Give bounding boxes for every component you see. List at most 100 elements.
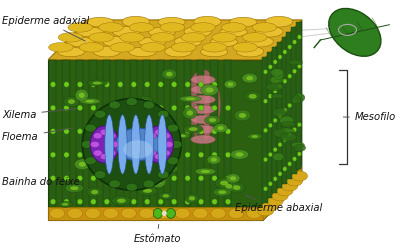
Ellipse shape	[93, 133, 102, 139]
Ellipse shape	[171, 43, 196, 52]
Bar	[224, 60, 231, 206]
Ellipse shape	[268, 123, 273, 127]
Ellipse shape	[50, 105, 55, 111]
Ellipse shape	[266, 83, 283, 91]
Ellipse shape	[77, 152, 82, 158]
Ellipse shape	[74, 159, 90, 170]
Ellipse shape	[273, 153, 284, 161]
Ellipse shape	[279, 116, 293, 125]
Ellipse shape	[246, 76, 253, 80]
Ellipse shape	[162, 134, 169, 137]
Ellipse shape	[193, 208, 208, 219]
Ellipse shape	[171, 105, 177, 111]
Ellipse shape	[148, 150, 157, 156]
Ellipse shape	[191, 115, 215, 124]
Ellipse shape	[268, 65, 273, 69]
Ellipse shape	[95, 171, 106, 179]
Bar	[143, 60, 151, 206]
Ellipse shape	[198, 152, 204, 158]
Ellipse shape	[220, 27, 247, 37]
Ellipse shape	[121, 208, 136, 219]
Ellipse shape	[131, 82, 136, 87]
Ellipse shape	[87, 80, 107, 86]
Ellipse shape	[109, 101, 120, 109]
Ellipse shape	[77, 199, 82, 204]
Ellipse shape	[181, 33, 206, 42]
Ellipse shape	[283, 50, 287, 54]
Ellipse shape	[85, 124, 96, 132]
Ellipse shape	[294, 144, 306, 151]
Ellipse shape	[288, 45, 292, 49]
Ellipse shape	[207, 155, 221, 164]
Ellipse shape	[297, 152, 302, 156]
Ellipse shape	[131, 105, 136, 111]
Ellipse shape	[212, 199, 217, 204]
Ellipse shape	[50, 82, 55, 87]
Ellipse shape	[82, 99, 181, 190]
Ellipse shape	[217, 126, 224, 130]
Ellipse shape	[297, 93, 302, 98]
Ellipse shape	[264, 128, 268, 132]
Ellipse shape	[115, 168, 120, 172]
Ellipse shape	[225, 82, 231, 87]
Ellipse shape	[292, 95, 300, 104]
Ellipse shape	[236, 46, 264, 57]
Ellipse shape	[64, 152, 69, 158]
Ellipse shape	[143, 189, 152, 193]
Ellipse shape	[291, 171, 308, 181]
Ellipse shape	[225, 152, 231, 158]
Ellipse shape	[179, 134, 186, 137]
Ellipse shape	[242, 73, 257, 83]
Ellipse shape	[212, 176, 217, 181]
Ellipse shape	[191, 135, 215, 144]
Ellipse shape	[211, 208, 226, 219]
Ellipse shape	[86, 148, 93, 153]
Ellipse shape	[213, 188, 231, 196]
Ellipse shape	[281, 122, 296, 127]
Ellipse shape	[293, 157, 297, 161]
Ellipse shape	[141, 151, 161, 162]
Text: Floema: Floema	[2, 128, 73, 142]
Ellipse shape	[198, 176, 204, 181]
Ellipse shape	[198, 128, 204, 134]
Ellipse shape	[109, 114, 118, 118]
Ellipse shape	[158, 199, 163, 204]
Ellipse shape	[138, 37, 166, 47]
Ellipse shape	[211, 158, 217, 162]
Ellipse shape	[198, 199, 204, 204]
Ellipse shape	[268, 152, 273, 157]
Ellipse shape	[141, 43, 165, 52]
Ellipse shape	[144, 128, 150, 134]
Ellipse shape	[148, 133, 157, 139]
Ellipse shape	[297, 35, 302, 39]
Ellipse shape	[96, 114, 108, 121]
Ellipse shape	[62, 203, 69, 206]
Ellipse shape	[273, 129, 286, 137]
Ellipse shape	[145, 141, 154, 147]
Ellipse shape	[286, 176, 303, 186]
Ellipse shape	[264, 187, 268, 191]
Ellipse shape	[198, 105, 204, 111]
Ellipse shape	[244, 91, 262, 102]
Ellipse shape	[218, 190, 226, 194]
Ellipse shape	[264, 157, 268, 162]
Ellipse shape	[158, 128, 163, 134]
Ellipse shape	[117, 124, 127, 129]
Ellipse shape	[226, 174, 240, 183]
Ellipse shape	[273, 177, 277, 181]
Ellipse shape	[126, 142, 134, 146]
Ellipse shape	[167, 124, 179, 132]
Ellipse shape	[112, 166, 123, 175]
Ellipse shape	[201, 170, 210, 173]
Ellipse shape	[171, 199, 177, 204]
Ellipse shape	[128, 110, 144, 119]
Ellipse shape	[161, 133, 170, 139]
Ellipse shape	[185, 152, 190, 158]
Ellipse shape	[273, 108, 286, 117]
Text: Mesofilo: Mesofilo	[344, 112, 396, 122]
Ellipse shape	[164, 141, 173, 147]
Ellipse shape	[110, 43, 135, 52]
Ellipse shape	[273, 89, 277, 93]
Ellipse shape	[189, 127, 197, 131]
Ellipse shape	[127, 170, 139, 179]
